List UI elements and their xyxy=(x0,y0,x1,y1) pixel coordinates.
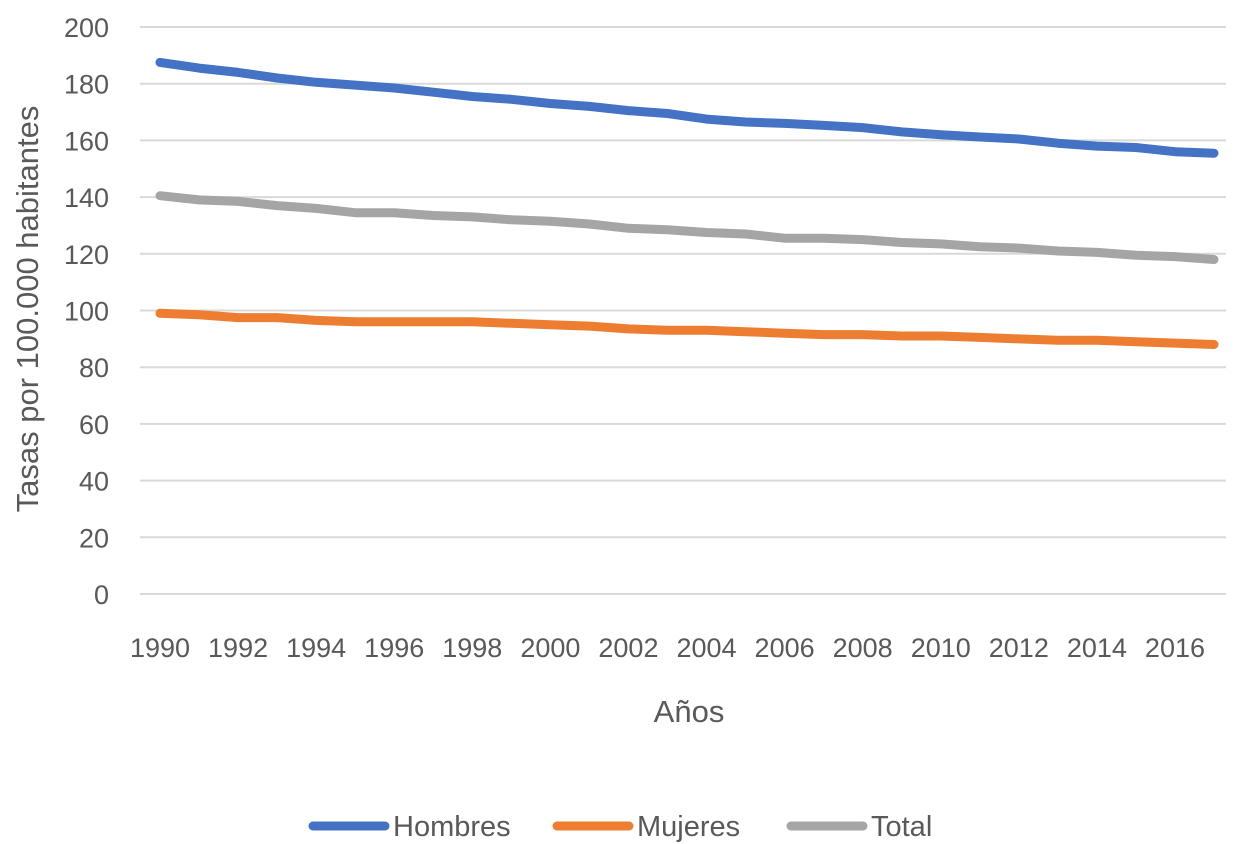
y-tick-label: 100 xyxy=(64,297,109,327)
y-tick-label: 200 xyxy=(64,13,109,43)
x-axis-title: Años xyxy=(654,694,725,729)
legend-label-hombres: Hombres xyxy=(393,811,511,843)
x-tick-label: 2002 xyxy=(598,633,658,663)
y-axis-title: Tasas por 100.000 habitantes xyxy=(10,106,45,513)
x-tick-label: 2000 xyxy=(520,633,580,663)
x-tick-label: 2016 xyxy=(1145,633,1205,663)
y-tick-label: 20 xyxy=(79,523,109,553)
x-tick-label: 1996 xyxy=(364,633,424,663)
y-tick-label: 40 xyxy=(79,467,109,497)
x-axis-ticks: 1990 1992 1994 1996 1998 2000 2002 2004 2006 2008… xyxy=(130,633,1205,663)
legend-label-mujeres: Mujeres xyxy=(637,811,740,843)
series-line-total xyxy=(155,191,1219,264)
x-tick-label: 2010 xyxy=(911,633,971,663)
y-tick-label: 80 xyxy=(79,353,109,383)
gridlines xyxy=(140,26,1226,595)
x-tick-label: 2012 xyxy=(989,633,1049,663)
x-tick-label: 1992 xyxy=(208,633,268,663)
legend: Hombres Mujeres Total xyxy=(308,811,932,843)
y-tick-label: 60 xyxy=(79,410,109,440)
x-tick-label: 1994 xyxy=(286,633,346,663)
x-tick-label: 2004 xyxy=(676,633,736,663)
y-tick-label: 0 xyxy=(94,580,109,610)
y-tick-label: 140 xyxy=(64,183,109,213)
series-lines xyxy=(155,57,1219,349)
y-tick-label: 180 xyxy=(64,70,109,100)
x-tick-label: 1998 xyxy=(442,633,502,663)
series-line-hombres xyxy=(155,57,1219,158)
x-tick-label: 2008 xyxy=(833,633,893,663)
x-tick-label: 1990 xyxy=(130,633,190,663)
y-axis-ticks: 0 20 40 60 80 100 120 140 160 180 200 xyxy=(64,13,109,610)
y-tick-label: 160 xyxy=(64,126,109,156)
y-tick-label: 120 xyxy=(64,240,109,270)
x-tick-label: 2014 xyxy=(1067,633,1127,663)
series-line-mujeres xyxy=(155,308,1219,349)
x-tick-label: 2006 xyxy=(755,633,815,663)
legend-label-total: Total xyxy=(871,811,932,843)
